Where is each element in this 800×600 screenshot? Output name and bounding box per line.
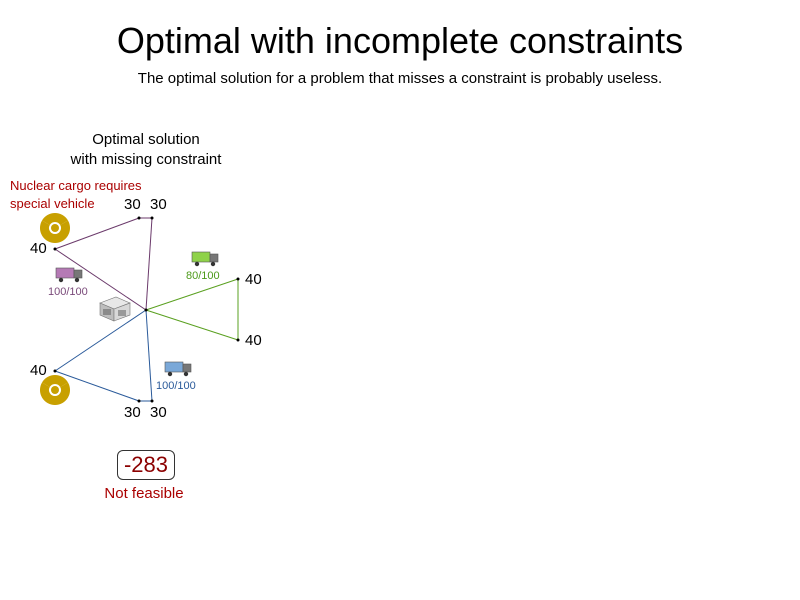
truck-load-label: 100/100 <box>156 380 196 392</box>
node-point <box>137 216 141 220</box>
truck-icon <box>164 361 192 377</box>
page-title: Optimal with incomplete constraints <box>116 20 684 61</box>
panel-title: Optimal solution with missing constraint <box>46 130 246 170</box>
feasibility-status: Not feasible <box>104 485 184 502</box>
route-purple <box>54 217 153 311</box>
route-blue <box>54 309 153 402</box>
constraint-warning-line1: Nuclear cargo requires <box>10 178 142 193</box>
node-point <box>53 369 57 373</box>
node-point <box>150 216 154 220</box>
node-point <box>150 399 154 403</box>
demand-label: 30 <box>124 196 141 213</box>
radiation-icon <box>35 374 75 409</box>
panel-title-line1: Optimal solution <box>92 131 200 148</box>
node-point <box>53 247 57 251</box>
demand-label: 30 <box>150 196 167 213</box>
depot-icon <box>99 296 131 322</box>
route-green <box>145 278 239 341</box>
node-point <box>236 338 240 342</box>
demand-label: 30 <box>124 404 141 421</box>
demand-label: 40 <box>30 240 47 257</box>
depot-point <box>144 308 148 312</box>
constraint-warning-line2: special vehicle <box>10 196 95 211</box>
panel-title-line2: with missing constraint <box>70 151 222 168</box>
node-point <box>137 399 141 403</box>
truck-load-label: 80/100 <box>186 270 220 282</box>
node-point <box>236 277 240 281</box>
demand-label: 30 <box>150 404 167 421</box>
page-subtitle: The optimal solution for a problem that … <box>137 70 663 87</box>
demand-label: 40 <box>245 332 262 349</box>
score-badge: -283 <box>117 450 175 480</box>
demand-label: 40 <box>245 271 262 288</box>
demand-label: 40 <box>30 362 47 379</box>
truck-load-label: 100/100 <box>48 286 88 298</box>
truck-icon <box>55 267 83 283</box>
constraint-warning: Nuclear cargo requires special vehicle <box>10 177 180 213</box>
truck-icon <box>191 251 219 267</box>
